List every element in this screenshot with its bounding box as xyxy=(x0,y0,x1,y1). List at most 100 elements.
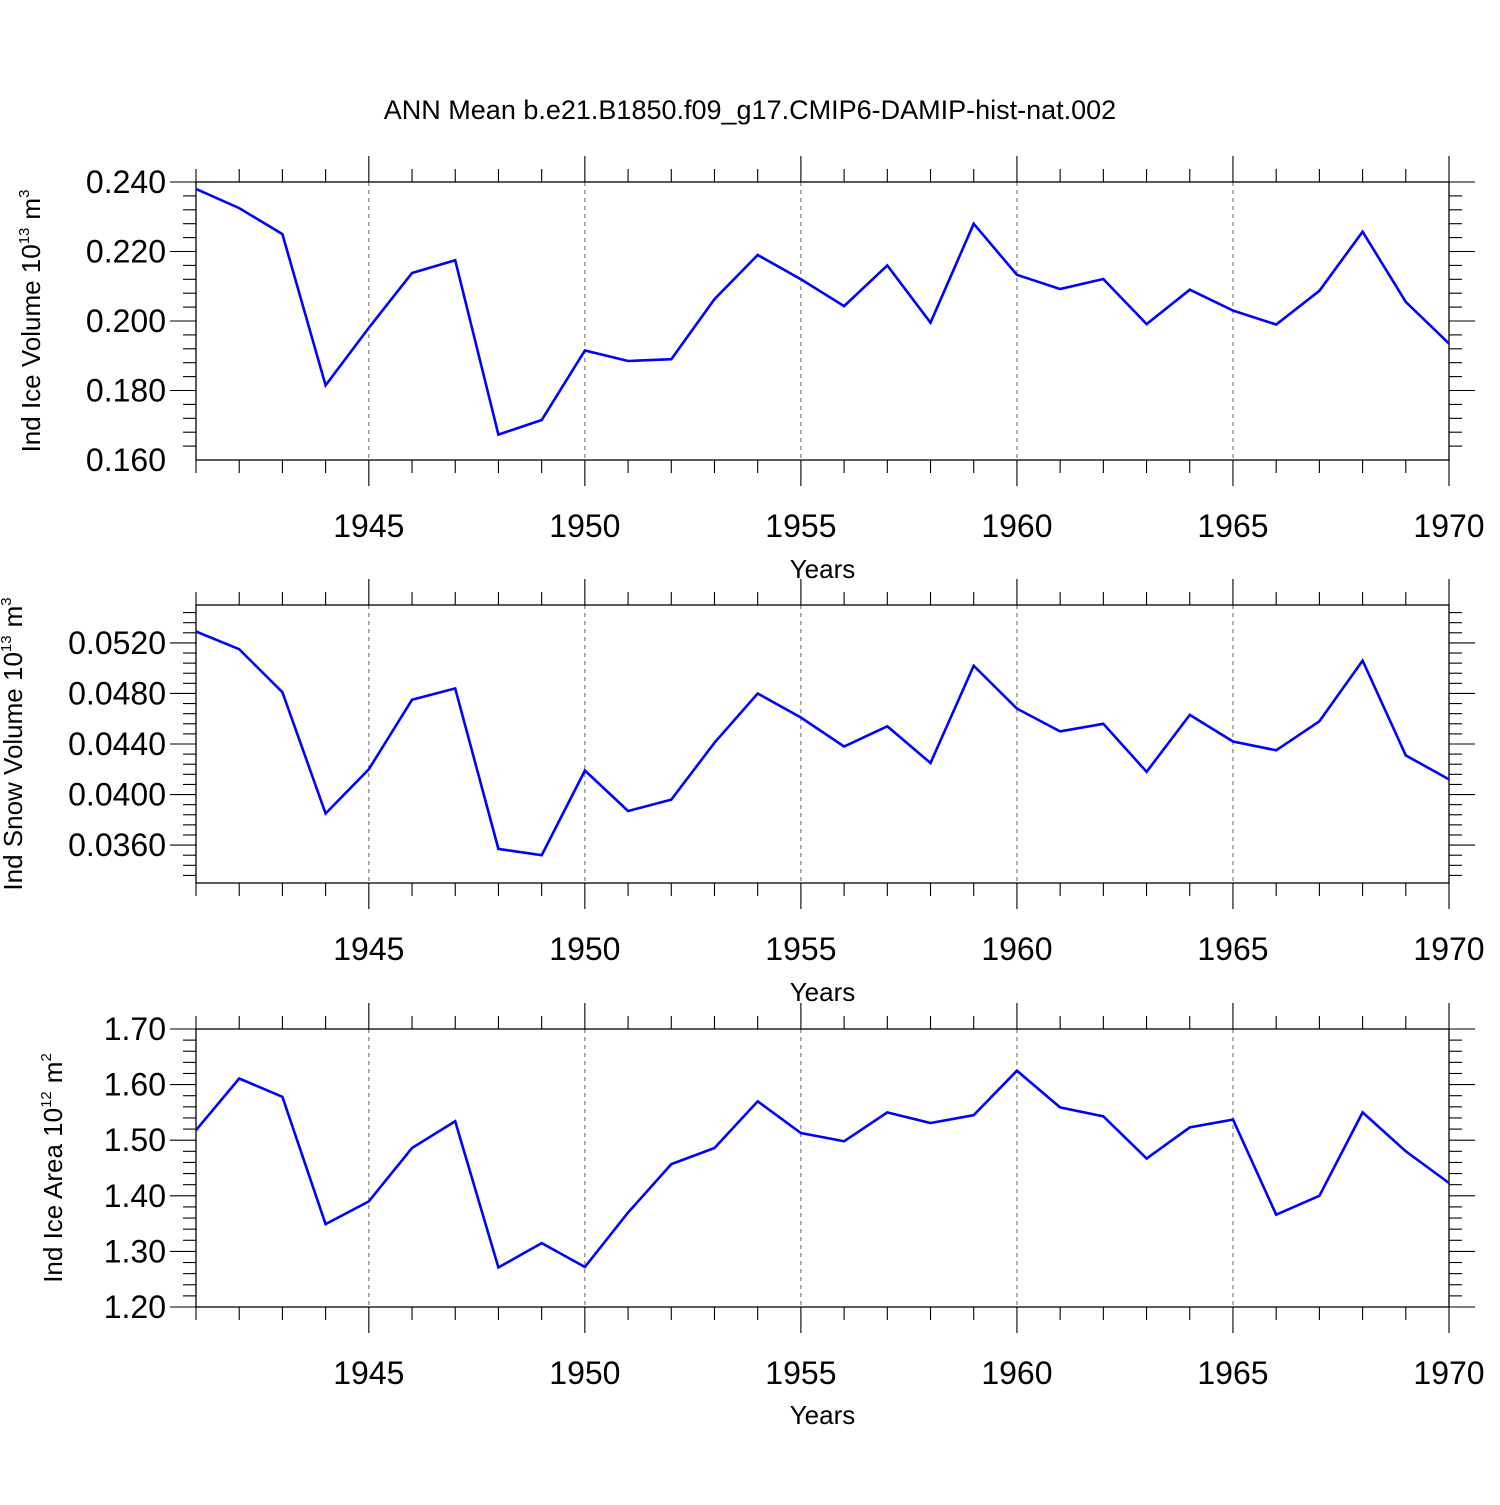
data-point xyxy=(1405,755,1406,756)
x-tick-label: 1970 xyxy=(1413,1355,1484,1391)
y-tick-label: 1.20 xyxy=(104,1289,166,1325)
data-point xyxy=(325,1224,326,1225)
data-point xyxy=(1276,324,1277,325)
data-point xyxy=(757,1101,758,1102)
data-point xyxy=(1016,274,1017,275)
data-point xyxy=(930,322,931,323)
data-point xyxy=(1189,289,1190,290)
data-point xyxy=(1362,1112,1363,1113)
data-point xyxy=(1146,324,1147,325)
x-tick-label: 1960 xyxy=(981,508,1052,544)
y-axis-label: Ind Ice Area 1012 m2 xyxy=(38,1053,68,1283)
data-point xyxy=(412,699,413,700)
x-tick-label: 1950 xyxy=(549,1355,620,1391)
data-point xyxy=(973,665,974,666)
data-point xyxy=(541,420,542,421)
data-point xyxy=(239,649,240,650)
data-point xyxy=(584,1266,585,1267)
series-line xyxy=(195,187,1450,437)
y-axis-label-text: Ind Ice Volume 10 xyxy=(16,244,46,452)
data-point xyxy=(1146,1158,1147,1159)
data-point xyxy=(196,188,197,189)
data-point xyxy=(455,260,456,261)
data-point xyxy=(800,1132,801,1133)
data-point xyxy=(1276,1214,1277,1215)
data-point xyxy=(1276,750,1277,751)
y-tick-label: 0.0360 xyxy=(68,827,166,863)
y-axis-label-unit: m xyxy=(38,1062,68,1084)
y-axis-label-unit-exponent: 3 xyxy=(16,190,33,198)
data-point xyxy=(498,848,499,849)
data-point xyxy=(887,1112,888,1113)
data-point xyxy=(455,688,456,689)
data-point xyxy=(1103,1116,1104,1117)
data-point xyxy=(887,265,888,266)
data-point xyxy=(1232,310,1233,311)
y-axis-label-unit-exponent: 2 xyxy=(38,1053,55,1061)
y-tick-label: 1.60 xyxy=(104,1067,166,1103)
x-tick-label: 1945 xyxy=(333,931,404,967)
data-point xyxy=(1405,1151,1406,1152)
y-axis-label-exponent: 13 xyxy=(0,635,15,652)
y-axis-label-text: Ind Snow Volume 10 xyxy=(0,652,28,891)
data-point xyxy=(196,631,197,632)
data-point xyxy=(1232,741,1233,742)
data-point xyxy=(628,810,629,811)
x-tick-label: 1955 xyxy=(765,508,836,544)
x-tick-label: 1960 xyxy=(981,931,1052,967)
data-point xyxy=(196,1130,197,1131)
data-point xyxy=(412,1147,413,1148)
series-line xyxy=(195,630,1450,857)
data-point xyxy=(973,223,974,224)
data-point xyxy=(368,769,369,770)
data-point xyxy=(714,1147,715,1148)
x-tick-label: 1965 xyxy=(1197,508,1268,544)
data-point xyxy=(541,855,542,856)
y-tick-label: 0.160 xyxy=(86,442,166,478)
data-point xyxy=(844,306,845,307)
y-tick-label: 0.240 xyxy=(86,164,166,200)
x-tick-label: 1950 xyxy=(549,931,620,967)
data-point xyxy=(1146,771,1147,772)
data-point xyxy=(1319,721,1320,722)
plot-frame xyxy=(195,1028,1450,1308)
data-point xyxy=(282,692,283,693)
y-tick-label: 0.0520 xyxy=(68,625,166,661)
y-tick-label: 1.40 xyxy=(104,1178,166,1214)
data-point xyxy=(368,327,369,328)
x-tick-label: 1965 xyxy=(1197,1355,1268,1391)
y-tick-label: 0.0400 xyxy=(68,777,166,813)
data-point xyxy=(1103,278,1104,279)
data-point xyxy=(671,359,672,360)
x-tick-label: 1955 xyxy=(765,931,836,967)
data-point xyxy=(1449,1183,1450,1184)
y-axis-label: Ind Snow Volume 1013 m3 xyxy=(0,597,28,890)
data-point xyxy=(628,1212,629,1213)
data-point xyxy=(800,717,801,718)
data-point xyxy=(714,742,715,743)
y-axis-label-text: Ind Ice Area 10 xyxy=(38,1108,68,1283)
data-point xyxy=(325,385,326,386)
data-point xyxy=(1016,708,1017,709)
y-axis-label-unit: m xyxy=(0,606,28,628)
y-tick-label: 1.70 xyxy=(104,1011,166,1047)
data-point xyxy=(800,279,801,280)
panel-3: 1945 1950 1955 1960 1965 1970 1.20 1.30 1.40 1.50… xyxy=(38,1003,1485,1430)
x-tick-label: 1965 xyxy=(1197,931,1268,967)
data-point xyxy=(628,360,629,361)
data-point xyxy=(1319,290,1320,291)
x-tick-label: 1950 xyxy=(549,508,620,544)
x-axis-label: Years xyxy=(790,554,856,584)
data-point xyxy=(1103,723,1104,724)
y-tick-label: 1.50 xyxy=(104,1122,166,1158)
data-point xyxy=(1362,660,1363,661)
y-tick-label: 0.180 xyxy=(86,373,166,409)
x-tick-label: 1945 xyxy=(333,1355,404,1391)
x-tick-label: 1970 xyxy=(1413,931,1484,967)
data-point xyxy=(757,254,758,255)
data-point xyxy=(671,799,672,800)
data-point xyxy=(584,770,585,771)
data-point xyxy=(844,746,845,747)
